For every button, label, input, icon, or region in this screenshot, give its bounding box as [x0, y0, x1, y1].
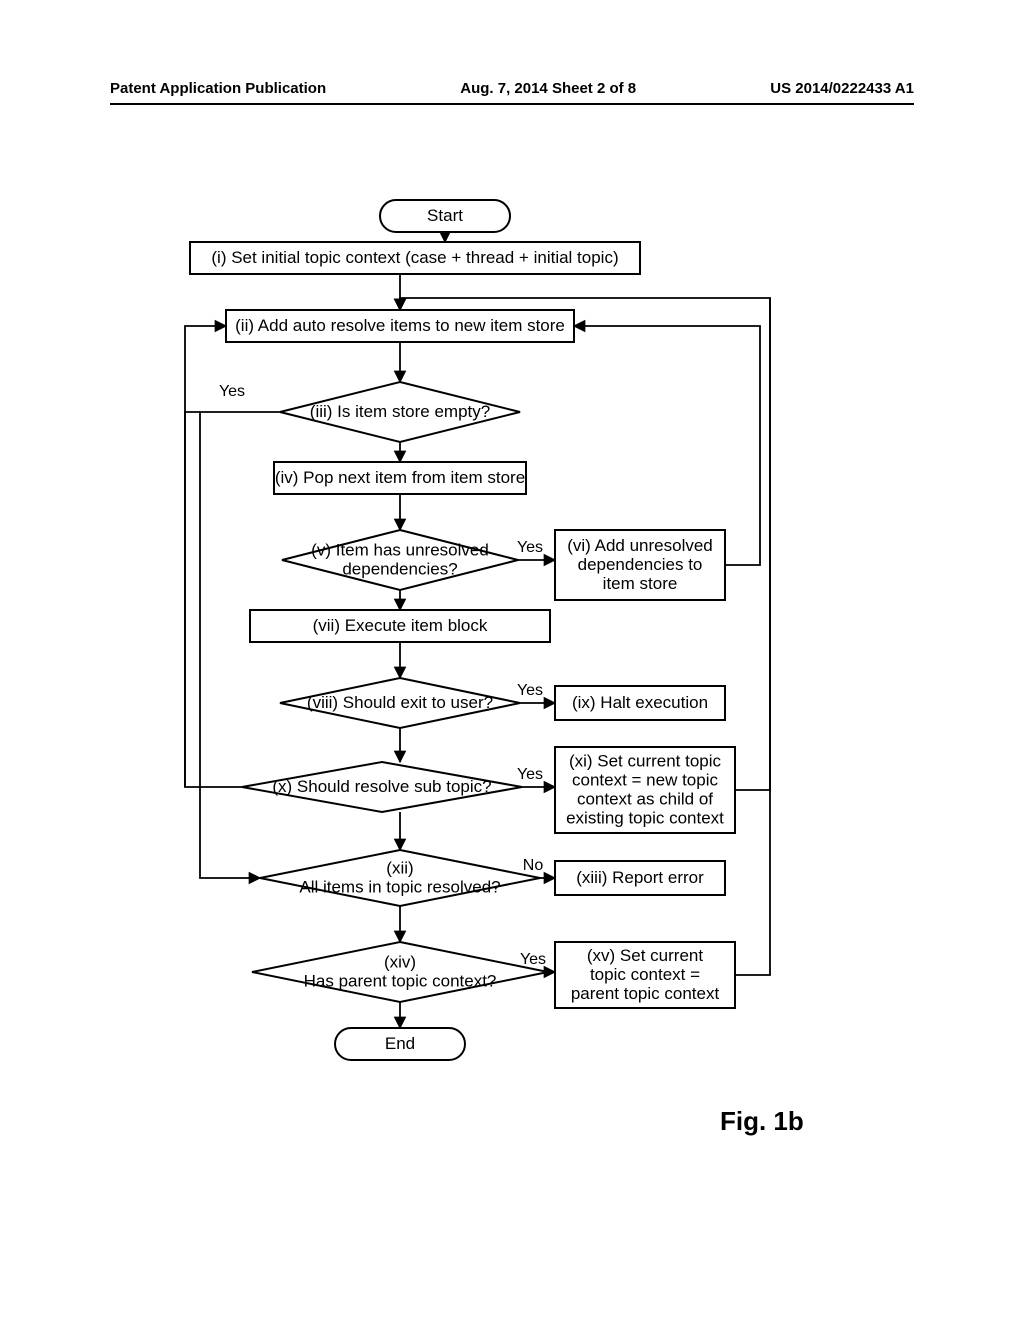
svg-text:All items in topic resolved?: All items in topic resolved?	[299, 878, 500, 897]
svg-text:Yes: Yes	[517, 766, 543, 783]
svg-text:dependencies?: dependencies?	[342, 560, 457, 579]
svg-text:(iv) Pop next item from item s: (iv) Pop next item from item store	[275, 468, 525, 487]
svg-text:(xi) Set current topic: (xi) Set current topic	[569, 752, 722, 771]
svg-text:parent topic context: parent topic context	[571, 984, 720, 1003]
header-center: Aug. 7, 2014 Sheet 2 of 8	[460, 80, 636, 97]
svg-text:Has parent topic context?: Has parent topic context?	[304, 972, 497, 991]
svg-text:Yes: Yes	[219, 383, 245, 400]
svg-text:topic context =: topic context =	[590, 965, 700, 984]
svg-text:Yes: Yes	[520, 951, 546, 968]
svg-text:(xii): (xii)	[386, 859, 413, 878]
svg-text:(xv) Set current: (xv) Set current	[587, 946, 703, 965]
svg-text:(x) Should resolve sub topic?: (x) Should resolve sub topic?	[272, 777, 491, 796]
svg-text:Yes: Yes	[517, 682, 543, 699]
svg-text:(xiv): (xiv)	[384, 953, 416, 972]
svg-text:context = new topic: context = new topic	[572, 771, 719, 790]
svg-text:(iii) Is item store empty?: (iii) Is item store empty?	[310, 402, 490, 421]
page-header: Patent Application Publication Aug. 7, 2…	[110, 80, 914, 105]
flowchart-container: Yes Yes Yes No Yes Yes Start (i) Set initial to…	[0, 150, 1024, 1250]
header-left: Patent Application Publication	[110, 80, 326, 97]
svg-text:context as child of: context as child of	[577, 790, 713, 809]
svg-text:End: End	[385, 1034, 415, 1053]
svg-text:Start: Start	[427, 206, 463, 225]
svg-text:(ix) Halt execution: (ix) Halt execution	[572, 693, 708, 712]
svg-text:No: No	[523, 857, 544, 874]
svg-text:(vii) Execute item block: (vii) Execute item block	[313, 616, 488, 635]
header-right: US 2014/0222433 A1	[770, 80, 914, 97]
svg-text:dependencies to: dependencies to	[578, 555, 703, 574]
svg-text:item store: item store	[603, 574, 678, 593]
svg-text:Fig. 1b: Fig. 1b	[720, 1106, 804, 1136]
flowchart-svg: Yes Yes Yes No Yes Yes Start (i) Set initial to…	[0, 150, 1024, 1250]
svg-text:(ii) Add auto resolve items to: (ii) Add auto resolve items to new item …	[235, 316, 565, 335]
svg-text:(v) Item has unresolved: (v) Item has unresolved	[311, 541, 489, 560]
svg-text:(xiii) Report error: (xiii) Report error	[576, 868, 704, 887]
svg-text:Yes: Yes	[517, 539, 543, 556]
svg-text:(viii) Should exit to user?: (viii) Should exit to user?	[307, 693, 493, 712]
svg-text:(i) Set initial topic context: (i) Set initial topic context (case + th…	[211, 248, 618, 267]
svg-text:(vi) Add unresolved: (vi) Add unresolved	[567, 536, 713, 555]
svg-text:existing topic context: existing topic context	[566, 809, 724, 828]
